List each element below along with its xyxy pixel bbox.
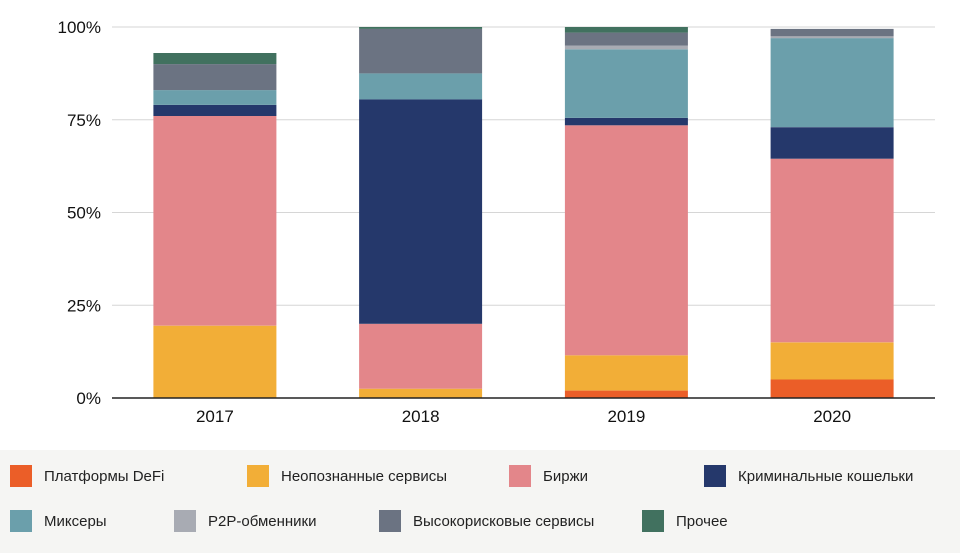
- bar-segment: [564, 32, 688, 46]
- legend-item-mixers: Миксеры: [10, 510, 107, 532]
- legend-swatch: [247, 465, 269, 487]
- bar-segment: [564, 390, 688, 398]
- legend-label: Миксеры: [44, 512, 107, 530]
- bar-segment: [564, 45, 688, 50]
- legend-swatch: [379, 510, 401, 532]
- stacked-bar-chart: 0% 25% 50% 75% 100% 2017 2018 2019 2020: [58, 18, 935, 426]
- bar-segment: [359, 388, 483, 398]
- legend-item-unidentified: Неопознанные сервисы: [247, 465, 447, 487]
- legend-label: Биржи: [543, 467, 588, 485]
- bar-segment: [564, 125, 688, 356]
- bar-segment: [770, 28, 894, 37]
- legend-item-criminal: Криминальные кошельки: [704, 465, 913, 487]
- legend-item-high-risk: Высокорисковые сервисы: [379, 510, 594, 532]
- bar-segment: [359, 28, 483, 74]
- legend-label: Высокорисковые сервисы: [413, 512, 595, 530]
- x-tick-label: 2020: [813, 407, 851, 426]
- legend-item-exchanges: Биржи: [509, 465, 588, 487]
- bar-segment: [153, 116, 277, 326]
- bar-segment: [770, 38, 894, 128]
- bar-segment: [153, 53, 277, 65]
- legend-label: Неопознанные сервисы: [281, 467, 447, 485]
- legend-item-other: Прочее: [642, 510, 728, 532]
- x-tick-label: 2019: [607, 407, 645, 426]
- bar-segment: [153, 90, 277, 105]
- legend-item-defi: Платформы DeFi: [10, 465, 164, 487]
- y-tick-label: 50%: [67, 204, 101, 223]
- bar-segment: [770, 36, 894, 39]
- bar-segment: [359, 27, 483, 29]
- chart-area: 0% 25% 50% 75% 100% 2017 2018 2019 2020: [0, 0, 960, 450]
- legend-item-p2p: P2P-обменники: [174, 510, 317, 532]
- legend-label: Криминальные кошельки: [738, 467, 914, 485]
- bar-segment: [153, 325, 277, 398]
- bar-segment: [564, 49, 688, 118]
- legend-label: Платформы DeFi: [44, 467, 165, 485]
- bar-segment: [564, 117, 688, 126]
- legend-swatch: [174, 510, 196, 532]
- bar-segment: [153, 104, 277, 116]
- bar-segment: [153, 64, 277, 91]
- y-tick-label: 75%: [67, 111, 101, 130]
- legend: Платформы DeFi Неопознанные сервисы Бирж…: [0, 450, 960, 553]
- bar-segment: [359, 73, 483, 100]
- bar-segment: [770, 379, 894, 398]
- bar-segment: [564, 27, 688, 33]
- x-tick-label: 2018: [402, 407, 440, 426]
- legend-label: Прочее: [676, 512, 728, 530]
- legend-swatch: [642, 510, 664, 532]
- legend-swatch: [10, 465, 32, 487]
- x-tick-label: 2017: [196, 407, 234, 426]
- bar-segment: [359, 323, 483, 389]
- bar-segment: [770, 342, 894, 380]
- legend-swatch: [704, 465, 726, 487]
- bar-segment: [564, 355, 688, 391]
- y-tick-label: 25%: [67, 296, 101, 315]
- bar-segment: [770, 127, 894, 159]
- y-tick-label: 100%: [58, 18, 101, 37]
- y-tick-label: 0%: [76, 389, 101, 408]
- legend-swatch: [509, 465, 531, 487]
- legend-swatch: [10, 510, 32, 532]
- legend-label: P2P-обменники: [208, 512, 317, 530]
- bar-segment: [359, 99, 483, 324]
- bar-segment: [770, 158, 894, 343]
